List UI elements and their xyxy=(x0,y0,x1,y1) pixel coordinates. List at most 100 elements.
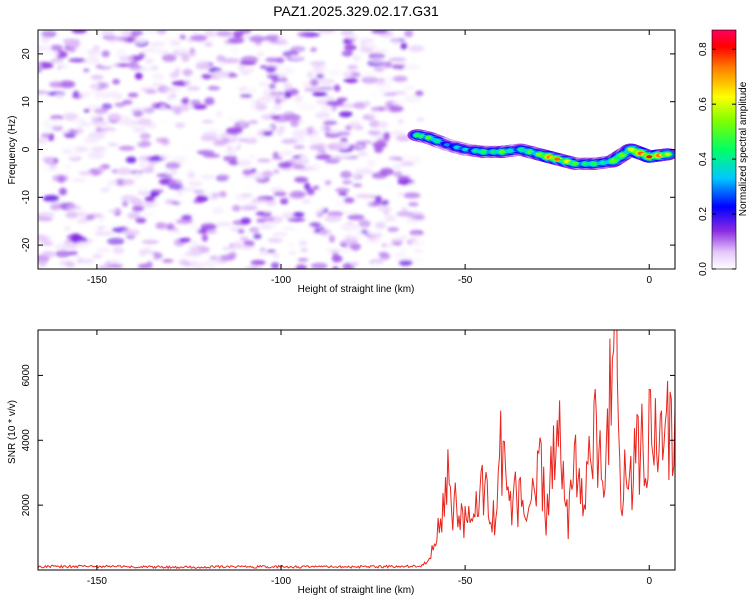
snr-ytick-label: 2000 xyxy=(21,494,32,517)
noise-blob xyxy=(249,98,257,106)
noise-blob xyxy=(304,182,311,191)
noise-blob xyxy=(116,48,126,57)
noise-blob xyxy=(376,78,386,82)
noise-blob xyxy=(85,215,95,221)
noise-blob xyxy=(166,223,175,231)
noise-blob xyxy=(237,65,246,69)
noise-blob xyxy=(249,264,257,269)
spectrogram-xtick-label: -150 xyxy=(87,275,107,286)
noise-blob xyxy=(170,98,179,102)
noise-blob xyxy=(272,104,283,111)
noise-blob xyxy=(248,120,258,124)
noise-blob xyxy=(304,87,321,92)
ridge-point xyxy=(554,157,561,161)
noise-blob xyxy=(238,68,255,73)
noise-blob xyxy=(172,156,188,162)
colorbar: 0.0 0.2 0.4 0.6 0.8 Normalized spectral ampl… xyxy=(698,29,749,276)
noise-blob xyxy=(309,144,324,151)
noise-blob xyxy=(372,92,385,97)
noise-blob xyxy=(172,227,179,232)
noise-blob xyxy=(219,254,235,261)
noise-blob xyxy=(65,113,77,122)
noise-blob xyxy=(174,122,186,128)
noise-blob xyxy=(38,90,49,95)
noise-blob xyxy=(319,126,326,133)
noise-blob xyxy=(308,138,322,145)
noise-blob xyxy=(66,233,84,242)
noise-blob xyxy=(145,253,155,261)
noise-blob xyxy=(295,264,308,269)
noise-blob xyxy=(134,72,143,80)
noise-blob xyxy=(331,255,343,263)
noise-blob xyxy=(340,103,358,109)
snr-xtick-label: -150 xyxy=(87,576,107,587)
noise-blob xyxy=(100,59,117,67)
noise-blob xyxy=(253,233,262,240)
noise-blob xyxy=(97,217,106,222)
noise-blob xyxy=(326,195,345,202)
noise-blob xyxy=(215,30,233,37)
noise-blob xyxy=(139,133,151,140)
noise-blob xyxy=(83,68,90,73)
noise-blob xyxy=(83,59,100,66)
noise-blob xyxy=(194,59,211,64)
noise-blob xyxy=(250,260,266,266)
noise-blob xyxy=(191,240,198,247)
noise-blob xyxy=(259,223,276,230)
noise-blob xyxy=(369,261,385,269)
noise-blob xyxy=(397,192,405,197)
noise-blob xyxy=(284,92,292,99)
noise-blob xyxy=(283,82,293,91)
noise-blob xyxy=(337,60,346,65)
noise-blob xyxy=(189,259,199,266)
noise-blob xyxy=(356,140,373,145)
noise-blob xyxy=(206,229,218,235)
noise-blob xyxy=(236,132,254,140)
noise-blob xyxy=(324,215,342,222)
noise-blob xyxy=(144,65,157,72)
noise-blob xyxy=(282,50,299,58)
noise-blob xyxy=(294,95,303,103)
noise-blob xyxy=(193,189,205,194)
noise-blob xyxy=(318,78,335,85)
noise-region xyxy=(38,30,426,269)
noise-blob xyxy=(378,251,389,257)
noise-blob xyxy=(160,119,167,124)
noise-blob xyxy=(101,50,110,58)
noise-blob xyxy=(77,210,87,217)
noise-blob xyxy=(347,230,363,237)
noise-blob xyxy=(50,203,62,211)
noise-blob xyxy=(187,180,203,187)
noise-blob xyxy=(242,174,251,179)
noise-blob xyxy=(404,95,422,103)
noise-blob xyxy=(297,258,309,262)
noise-blob xyxy=(93,223,112,231)
noise-blob xyxy=(245,182,257,190)
noise-blob xyxy=(83,108,90,113)
noise-blob xyxy=(52,125,64,131)
noise-blob xyxy=(178,237,192,243)
noise-blob xyxy=(317,30,336,34)
noise-blob xyxy=(281,138,298,144)
noise-blob xyxy=(189,224,199,232)
noise-blob xyxy=(190,34,208,42)
signal-ridge xyxy=(407,129,675,170)
noise-blob xyxy=(361,76,379,84)
noise-blob xyxy=(404,30,414,38)
noise-blob xyxy=(105,130,116,136)
noise-blob xyxy=(123,178,135,186)
noise-blob xyxy=(217,174,230,180)
figure-title: PAZ1.2025.329.02.17.G31 xyxy=(273,3,439,19)
noise-blob xyxy=(107,142,119,147)
noise-blob xyxy=(38,211,55,219)
noise-blob xyxy=(161,259,174,263)
noise-blob xyxy=(133,171,143,180)
noise-blob xyxy=(328,69,341,77)
noise-blob xyxy=(122,99,133,105)
noise-blob xyxy=(265,251,282,257)
noise-blob xyxy=(240,56,259,64)
noise-blob xyxy=(132,126,147,133)
noise-blob xyxy=(390,238,404,243)
ridge-point xyxy=(480,150,487,154)
